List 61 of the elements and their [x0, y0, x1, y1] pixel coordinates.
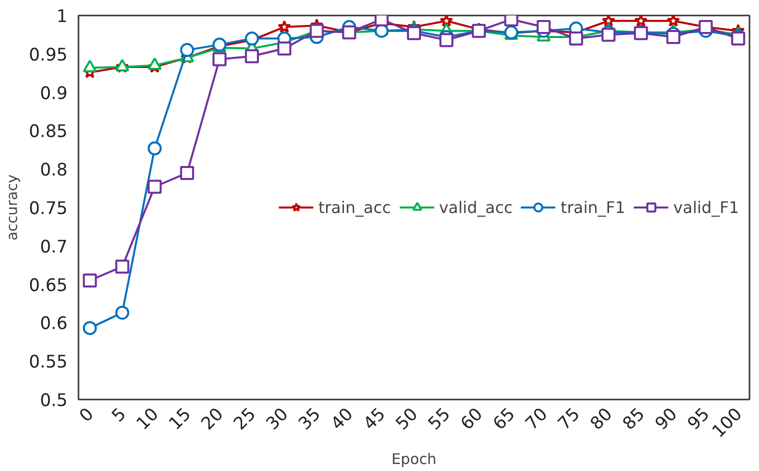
point [148, 180, 162, 194]
point [634, 16, 648, 27]
point [439, 33, 454, 48]
x-tick-label: 20 [198, 404, 228, 434]
point [440, 16, 454, 27]
x-tick-label: 5 [108, 404, 130, 426]
y-tick-label: 0.65 [28, 276, 68, 296]
point [82, 273, 97, 288]
point [731, 32, 746, 46]
x-tick-label: 55 [424, 404, 455, 434]
point [115, 306, 130, 320]
point [666, 30, 680, 44]
x-tick-label: 85 [619, 404, 650, 434]
x-tick-label: 90 [652, 404, 682, 434]
point [666, 16, 680, 27]
x-tick-label: 40 [328, 404, 358, 434]
legend-label: valid_acc [438, 198, 513, 216]
point [180, 166, 194, 180]
x-tick-label: 0 [76, 404, 98, 426]
y-axis-title: accuracy [4, 174, 21, 241]
x-tick-label: 50 [392, 404, 422, 434]
legend-label: train_acc [318, 198, 391, 216]
x-tick-label: 15 [165, 404, 196, 434]
y-tick-label: 0.7 [40, 237, 68, 258]
x-tick-label: 45 [360, 404, 390, 434]
y-tick-label: 0.9 [40, 84, 68, 104]
point [569, 32, 584, 46]
point [602, 16, 616, 27]
x-tick-label: 65 [490, 404, 520, 434]
point [82, 321, 97, 336]
y-tick-label: 0.75 [28, 199, 68, 219]
x-tick-label: 75 [554, 404, 584, 434]
x-tick-label: 100 [708, 404, 746, 442]
point [244, 49, 259, 64]
y-tick-label: 0.85 [28, 122, 68, 142]
point [115, 260, 130, 274]
point [310, 24, 324, 38]
x-axis-title: Epoch [392, 451, 436, 468]
point [407, 26, 421, 40]
x-tick-label: 60 [457, 404, 487, 434]
x-tick-label: 10 [133, 404, 163, 434]
point [536, 20, 551, 34]
point [601, 28, 616, 42]
x-tick-label: 30 [262, 404, 292, 434]
y-tick-label: 0.6 [40, 314, 68, 334]
point [212, 52, 227, 66]
point [278, 20, 292, 33]
point [148, 141, 162, 156]
x-tick-label: 35 [295, 404, 325, 434]
y-tick-label: 0.95 [28, 45, 68, 66]
x-tick-label: 80 [586, 404, 617, 434]
y-tick-label: 0.5 [40, 391, 68, 411]
x-tick-label: 25 [230, 404, 260, 434]
legend-label: valid_F1 [673, 198, 739, 216]
point [277, 42, 292, 56]
x-tick-label: 70 [522, 404, 552, 434]
y-tick-label: 0.55 [28, 352, 68, 373]
y-tick-label: 1 [56, 7, 68, 27]
y-tick-label: 0.8 [40, 160, 68, 181]
point [180, 43, 194, 58]
legend-label: train_F1 [560, 198, 626, 216]
